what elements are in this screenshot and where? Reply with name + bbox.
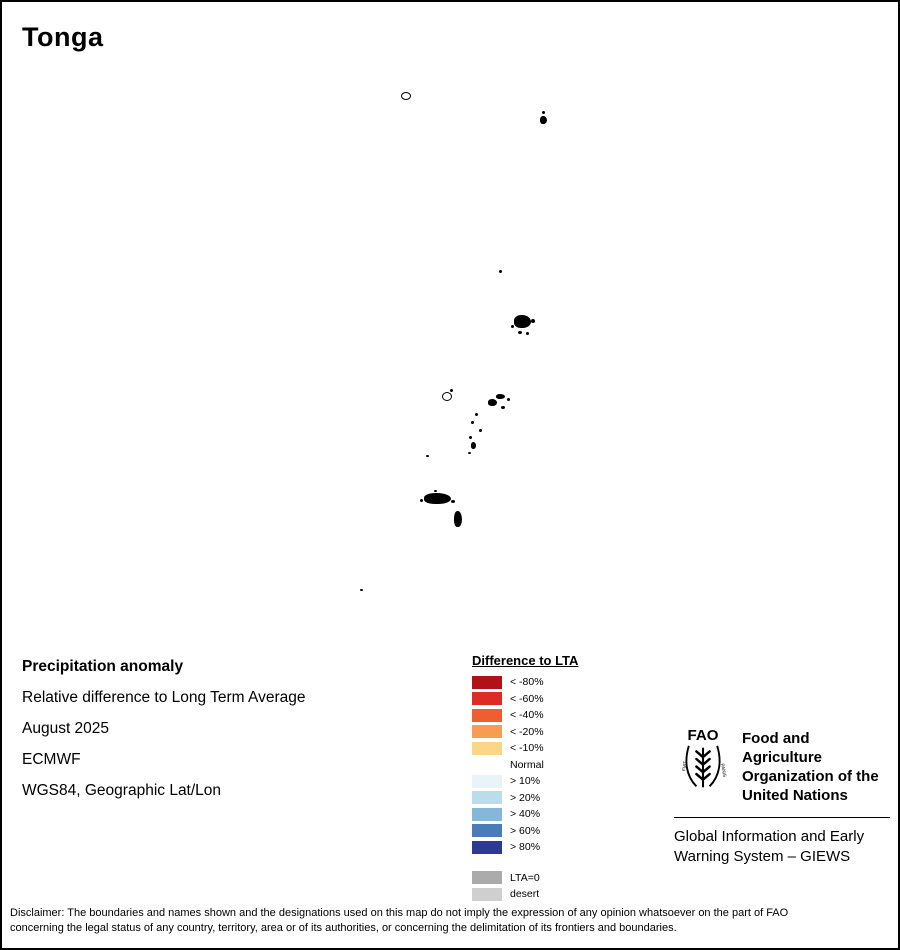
legend-swatch [472,774,502,788]
legend-label: < -60% [510,692,544,705]
island-shape [488,399,497,406]
legend-swatch [472,840,502,854]
island-shape [496,394,505,399]
island-shape [479,429,482,432]
legend-swatch [472,758,502,772]
legend-row: LTA=0 [472,870,578,887]
fao-logo-icon: FAO FIAT PANIS [681,727,727,788]
info-line-projection: WGS84, Geographic Lat/Lon [22,782,222,799]
info-line-subtitle: Relative difference to Long Term Average [22,689,306,706]
info-heading: Precipitation anomaly [22,658,184,675]
legend-label: > 20% [510,791,541,804]
island-shape [451,500,455,503]
fao-logo-text: FAO [688,727,719,744]
page-title: Tonga [22,22,104,52]
fao-org-name-line3: United Nations [742,787,848,804]
info-line-source: ECMWF [22,751,81,768]
legend-row: Normal [472,757,578,774]
island-shape [514,315,531,328]
legend-items: < -80% < -60% < -40% < -20% < -10% Normal > 10… [472,674,578,856]
legend-swatch [472,807,502,821]
legend-label: > 40% [510,808,541,821]
giews-line2: Warning System – GIEWS [674,848,851,865]
island-shape [531,319,535,323]
legend-row: > 20% [472,790,578,807]
fao-org-name-line1: Food and Agriculture [742,730,823,766]
island-shape [526,332,529,335]
island-shape [420,499,423,502]
legend-swatch [472,887,502,901]
legend-swatch [472,824,502,838]
island-shape [540,116,547,124]
giews-label: Global Information and Early Warning Sys… [674,827,890,867]
island-shape [442,392,452,401]
legend-label: desert [510,888,540,901]
island-shape [468,452,471,454]
legend-swatch [472,871,502,885]
fao-org-name: Food and Agriculture Organization of the… [742,726,890,805]
island-shape [454,511,462,527]
legend-label: < -40% [510,709,544,722]
island-shape [475,413,478,416]
island-shape [507,398,510,401]
legend-label: > 80% [510,841,541,854]
disclaimer-line2: concerning the legal status of any count… [10,921,677,934]
legend-swatch [472,791,502,805]
legend-row: < -10% [472,740,578,757]
legend-swatch [472,741,502,755]
legend-label: > 60% [510,824,541,837]
legend-row: > 60% [472,823,578,840]
disclaimer-line1: Disclaimer: The boundaries and names sho… [10,907,789,919]
legend-row: > 40% [472,806,578,823]
wheat-icon [695,747,711,788]
legend-extra-items: LTA=0 desert [472,870,578,903]
legend: Difference to LTA < -80% < -60% < -40% < -2… [472,653,578,903]
island-shape [360,589,363,591]
island-shape [501,406,505,409]
legend-title: Difference to LTA [472,653,579,668]
island-shape [511,325,514,328]
island-shape [471,442,476,449]
island-shape [499,270,502,273]
fao-footer-block: FAO FIAT PANIS Food and Agriculture Orga… [674,726,890,867]
legend-swatch [472,725,502,739]
fao-org-name-line2: Organization of the [742,768,879,785]
fao-logo-row: FAO FIAT PANIS Food and Agriculture Orga… [674,726,890,805]
legend-swatch [472,692,502,706]
legend-row: < -20% [472,724,578,741]
legend-label: < -10% [510,742,544,755]
legend-label: LTA=0 [510,871,540,884]
legend-label: < -80% [510,676,544,689]
disclaimer-text: Disclaimer: The boundaries and names sho… [10,906,896,935]
fao-motto-right: PANIS [720,763,727,777]
island-shape [450,389,453,392]
legend-row: < -80% [472,674,578,691]
legend-row: > 10% [472,773,578,790]
island-shape [426,455,429,457]
map-info-block: Precipitation anomaly Relative differenc… [22,658,306,813]
island-shape [434,490,437,492]
giews-line1: Global Information and Early [674,828,865,845]
island-shape [471,421,474,424]
island-shape [518,331,522,334]
legend-row: < -40% [472,707,578,724]
island-shape [542,111,545,114]
island-shape [469,436,472,439]
footer-divider [674,817,890,818]
legend-label: < -20% [510,725,544,738]
legend-row: < -60% [472,691,578,708]
legend-label: > 10% [510,775,541,788]
legend-row: desert [472,886,578,903]
legend-swatch [472,708,502,722]
legend-label: Normal [510,758,544,771]
island-shape [401,92,411,100]
legend-swatch [472,675,502,689]
island-shape [424,493,451,504]
legend-row: > 80% [472,839,578,856]
info-line-period: August 2025 [22,720,110,737]
fao-motto-left: FIAT [681,761,688,772]
